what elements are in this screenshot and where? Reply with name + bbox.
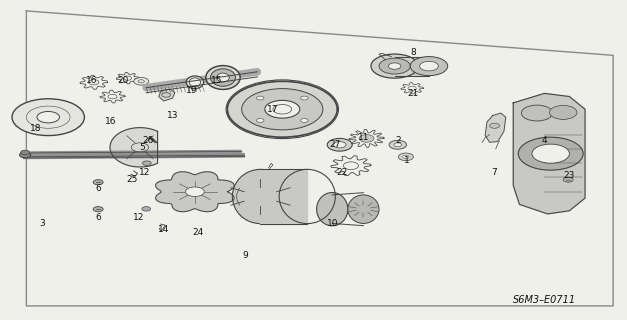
Circle shape [563, 177, 573, 182]
Circle shape [131, 143, 149, 152]
Circle shape [21, 150, 29, 155]
Text: 23: 23 [564, 172, 575, 180]
Text: 27: 27 [330, 140, 341, 148]
Circle shape [242, 89, 323, 130]
Circle shape [359, 135, 374, 142]
Text: 8: 8 [411, 48, 416, 57]
Circle shape [93, 180, 103, 185]
Circle shape [549, 105, 577, 119]
Ellipse shape [217, 73, 229, 82]
Circle shape [398, 153, 413, 161]
Circle shape [490, 123, 500, 128]
Text: 6: 6 [95, 184, 101, 193]
Text: 21: 21 [408, 89, 419, 98]
Ellipse shape [189, 78, 201, 87]
Text: 17: 17 [267, 105, 278, 114]
Text: 16: 16 [105, 117, 117, 126]
Polygon shape [485, 113, 506, 142]
Text: 5: 5 [139, 143, 145, 152]
Polygon shape [159, 89, 175, 101]
Text: 22: 22 [336, 168, 347, 177]
Circle shape [394, 143, 401, 147]
Text: 7: 7 [492, 168, 497, 177]
Text: 4: 4 [542, 136, 547, 146]
Text: 16: 16 [86, 76, 98, 85]
Ellipse shape [233, 169, 288, 224]
Circle shape [93, 207, 103, 212]
Text: 10: 10 [327, 219, 338, 228]
Circle shape [327, 139, 352, 151]
Text: 2: 2 [395, 136, 401, 146]
Text: 26: 26 [142, 136, 154, 146]
Circle shape [371, 54, 418, 78]
Polygon shape [394, 57, 429, 76]
Circle shape [265, 100, 300, 118]
Text: 13: 13 [167, 111, 179, 120]
Text: S6M3–E0711: S6M3–E0711 [513, 295, 576, 305]
Text: 12: 12 [133, 212, 144, 222]
Text: 11: 11 [357, 133, 369, 142]
Circle shape [162, 93, 171, 97]
Text: 24: 24 [192, 228, 204, 237]
Circle shape [519, 137, 583, 170]
Circle shape [403, 155, 409, 158]
Circle shape [19, 152, 31, 158]
Circle shape [419, 61, 438, 71]
Polygon shape [155, 172, 234, 212]
Ellipse shape [348, 195, 379, 223]
Text: 9: 9 [242, 251, 248, 260]
Circle shape [532, 144, 569, 163]
Circle shape [300, 118, 308, 122]
Circle shape [228, 81, 337, 137]
Circle shape [142, 207, 150, 211]
Text: 18: 18 [30, 124, 41, 133]
Ellipse shape [206, 66, 240, 89]
Polygon shape [514, 93, 585, 214]
Circle shape [37, 111, 60, 123]
Circle shape [256, 118, 264, 122]
Circle shape [142, 161, 151, 165]
Circle shape [522, 105, 552, 121]
Text: 20: 20 [117, 76, 129, 85]
Circle shape [388, 63, 401, 69]
Ellipse shape [317, 193, 348, 226]
Circle shape [334, 142, 346, 148]
Polygon shape [260, 169, 307, 224]
Circle shape [134, 77, 149, 85]
Circle shape [12, 99, 85, 136]
Circle shape [256, 96, 264, 100]
Text: 19: 19 [186, 86, 198, 95]
Circle shape [389, 140, 406, 149]
Ellipse shape [211, 69, 236, 86]
Circle shape [300, 96, 308, 100]
Circle shape [379, 58, 410, 74]
Text: 3: 3 [39, 219, 45, 228]
Text: 1: 1 [404, 156, 410, 164]
Polygon shape [110, 128, 157, 167]
Text: 25: 25 [127, 174, 138, 184]
Circle shape [410, 57, 448, 76]
Circle shape [186, 187, 204, 196]
Text: 14: 14 [158, 225, 169, 234]
Text: 15: 15 [211, 76, 223, 85]
Ellipse shape [186, 76, 204, 89]
Text: 12: 12 [139, 168, 150, 177]
Text: 6: 6 [95, 212, 101, 222]
